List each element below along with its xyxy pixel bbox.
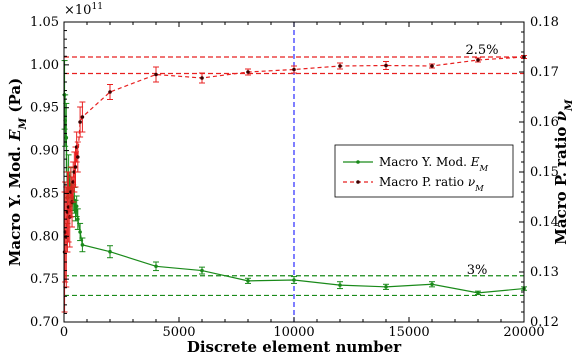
y-right-tick-label-2: 0.14 — [530, 215, 559, 230]
data-point-0-12 — [76, 217, 80, 221]
data-point-0-23 — [476, 291, 480, 295]
data-point-0-13 — [78, 230, 82, 234]
data-point-1-15 — [108, 90, 112, 94]
data-point-0-16 — [154, 264, 158, 269]
y-right-tick-label-5: 0.17 — [530, 65, 559, 80]
y-right-axis-label: Macro P. ratio νM — [552, 99, 575, 245]
data-point-0-11 — [74, 204, 79, 209]
x-tick-label-1: 5000 — [162, 325, 195, 340]
left-axis-multiplier: ×1011 — [64, 2, 103, 18]
y-left-tick-label-4: 0.90 — [30, 144, 59, 159]
legend-marker-0 — [356, 160, 360, 164]
data-point-0-18 — [246, 279, 250, 283]
annotation-green-band: 3% — [467, 263, 488, 278]
data-point-1-21 — [384, 63, 388, 68]
y-left-tick-label-2: 0.80 — [30, 229, 59, 244]
legend-marker-1 — [356, 180, 360, 184]
data-point-0-2 — [64, 135, 69, 140]
y-left-tick-label-1: 0.75 — [30, 272, 59, 287]
y-right-tick-label-4: 0.16 — [530, 115, 559, 130]
annotation-red-band: 2.5% — [465, 43, 498, 58]
x-tick-label-3: 15000 — [388, 325, 429, 340]
x-axis-label: Discrete element number — [187, 338, 402, 356]
data-point-0-14 — [80, 243, 85, 247]
data-point-1-17 — [200, 76, 204, 80]
data-point-0-15 — [108, 249, 112, 254]
data-point-1-18 — [246, 70, 250, 74]
x-tick-label-2: 10000 — [273, 325, 314, 340]
data-point-1-23 — [476, 58, 480, 62]
legend-box — [334, 144, 514, 198]
legend-label-1: Macro P. ratio νM — [379, 175, 484, 193]
data-point-1-10 — [73, 165, 78, 169]
data-point-1-14 — [80, 115, 85, 119]
y-right-tick-label-0: 0.12 — [530, 315, 559, 330]
x-tick-label-4: 20000 — [503, 325, 544, 340]
data-point-1-19 — [292, 67, 296, 72]
data-point-1-20 — [338, 64, 342, 68]
y-left-tick-label-5: 0.95 — [30, 101, 59, 116]
y-left-tick-label-7: 1.05 — [30, 15, 59, 30]
data-point-0-19 — [292, 278, 296, 282]
data-point-1-12 — [76, 155, 80, 159]
y-right-tick-label-6: 0.18 — [530, 15, 559, 30]
data-point-1-16 — [154, 72, 158, 77]
data-point-0-22 — [430, 282, 434, 287]
data-point-0-21 — [384, 285, 388, 289]
y-left-tick-label-3: 0.85 — [30, 186, 59, 201]
data-point-1-22 — [430, 64, 434, 68]
data-point-1-13 — [78, 120, 82, 124]
y-left-tick-label-0: 0.70 — [30, 315, 59, 330]
y-left-tick-label-6: 1.00 — [30, 58, 59, 73]
data-point-0-17 — [200, 268, 204, 273]
x-tick-label-0: 0 — [60, 325, 68, 340]
y-right-tick-label-3: 0.15 — [530, 165, 559, 180]
legend-label-0: Macro Y. Mod. EM — [379, 155, 489, 173]
y-right-tick-label-1: 0.13 — [530, 265, 559, 280]
y-left-axis-label: Macro Y. Mod. EM (Pa) — [6, 78, 29, 266]
data-point-0-20 — [338, 283, 342, 287]
